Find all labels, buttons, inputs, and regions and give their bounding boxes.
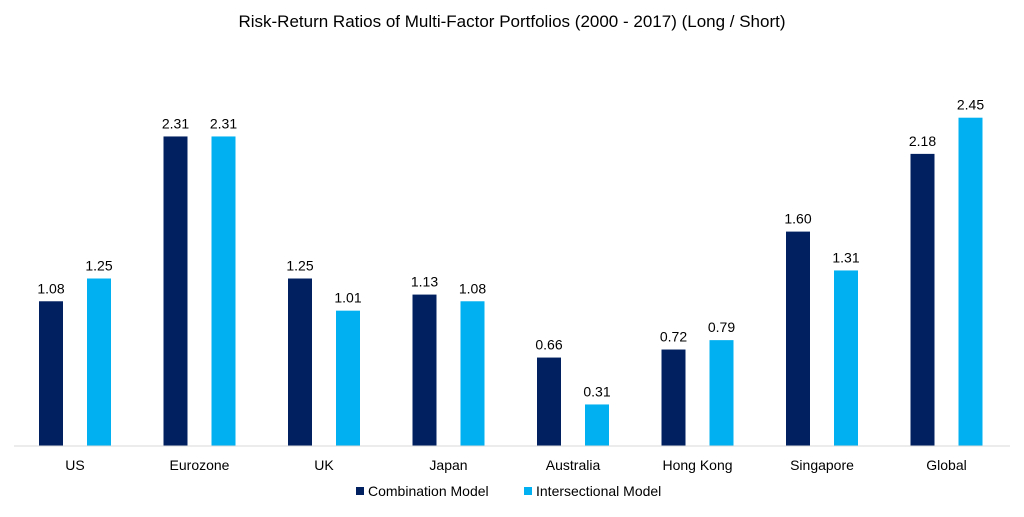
legend: Combination Model Intersectional Model bbox=[356, 483, 661, 499]
data-label: 0.79 bbox=[708, 319, 735, 335]
bar-combination-model bbox=[288, 278, 312, 446]
data-label: 0.66 bbox=[535, 337, 562, 353]
legend-label: Intersectional Model bbox=[536, 483, 661, 499]
x-tick-label: US bbox=[65, 457, 84, 473]
chart-title: Risk-Return Ratios of Multi-Factor Portf… bbox=[238, 12, 785, 31]
bar-intersectional-model bbox=[460, 301, 485, 446]
bar-combination-model bbox=[661, 349, 686, 446]
x-tick-label: Eurozone bbox=[170, 457, 230, 473]
legend-swatch bbox=[356, 487, 364, 495]
data-label: 2.45 bbox=[957, 97, 984, 113]
bar-combination-model bbox=[910, 153, 935, 446]
bar-combination-model bbox=[537, 357, 561, 446]
data-label: 1.08 bbox=[37, 280, 64, 296]
bar-combination-model bbox=[163, 136, 188, 446]
x-tick-label: Global bbox=[926, 457, 966, 473]
data-label: 2.18 bbox=[909, 133, 936, 149]
bar-intersectional-model bbox=[958, 117, 983, 446]
bar-combination-model bbox=[39, 301, 63, 446]
data-label: 2.31 bbox=[210, 115, 237, 131]
bar-intersectional-model bbox=[709, 340, 734, 446]
x-tick-label: UK bbox=[314, 457, 334, 473]
bar-intersectional-model bbox=[585, 404, 609, 446]
data-label: 1.13 bbox=[411, 274, 438, 290]
bar-intersectional-model bbox=[336, 310, 360, 446]
data-label: 0.31 bbox=[583, 383, 610, 399]
x-tick-label: Japan bbox=[429, 457, 467, 473]
bar-combination-model bbox=[412, 294, 437, 446]
data-label: 1.08 bbox=[459, 280, 486, 296]
data-label: 0.72 bbox=[660, 329, 687, 345]
data-label: 1.25 bbox=[85, 258, 112, 274]
data-label: 1.25 bbox=[286, 258, 313, 274]
data-label: 2.31 bbox=[162, 115, 189, 131]
x-tick-label: Australia bbox=[546, 457, 601, 473]
legend-swatch bbox=[524, 487, 532, 495]
data-label: 1.31 bbox=[832, 249, 859, 265]
bar-combination-model bbox=[786, 231, 810, 446]
data-label: 1.01 bbox=[334, 290, 361, 306]
data-label: 1.60 bbox=[784, 211, 811, 227]
bar-intersectional-model bbox=[87, 278, 111, 446]
x-tick-label: Hong Kong bbox=[662, 457, 732, 473]
x-tick-label: Singapore bbox=[790, 457, 854, 473]
bar-intersectional-model bbox=[834, 270, 858, 446]
legend-label: Combination Model bbox=[368, 483, 489, 499]
bar-intersectional-model bbox=[211, 136, 236, 446]
